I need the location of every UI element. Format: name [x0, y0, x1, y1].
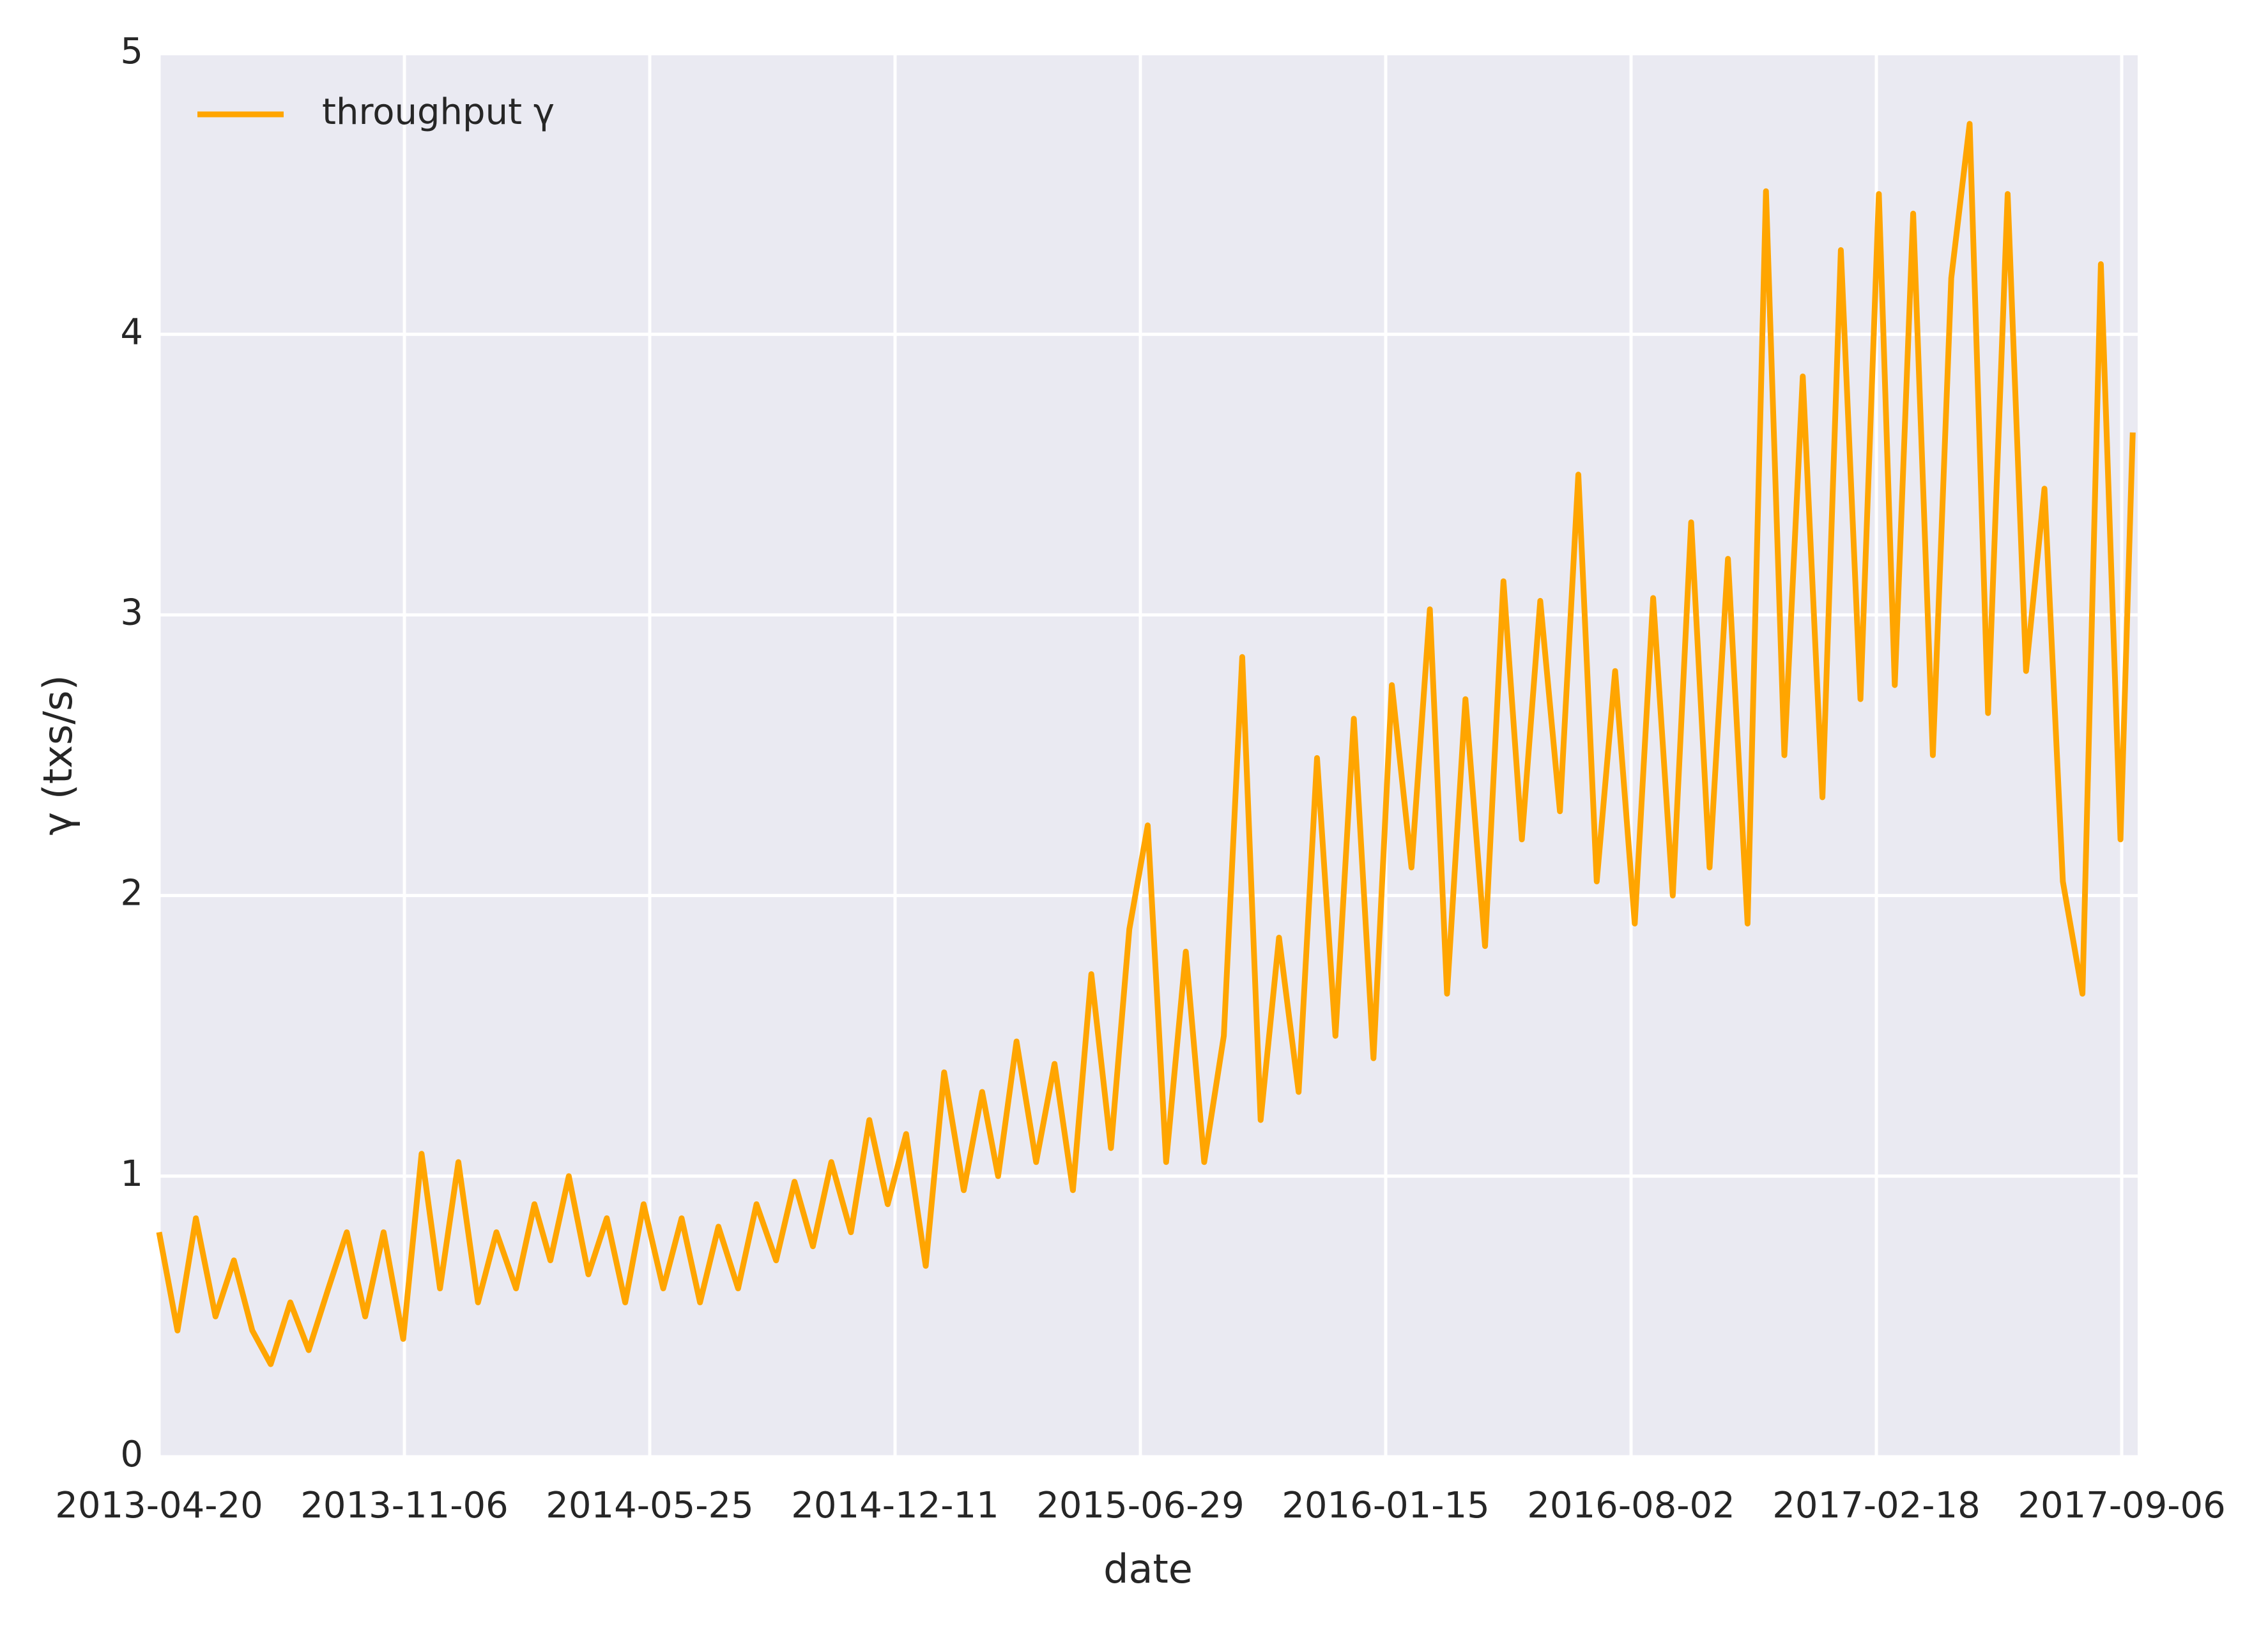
legend-label: throughput γ — [322, 91, 555, 133]
x-tick-label: 2014-12-11 — [791, 1485, 999, 1526]
x-tick-label: 2017-09-06 — [2018, 1485, 2225, 1526]
y-tick-label: 3 — [120, 592, 143, 634]
x-tick-label: 2016-01-15 — [1282, 1485, 1489, 1526]
x-tick-label: 2016-08-02 — [1527, 1485, 1735, 1526]
x-tick-label: 2017-02-18 — [1772, 1485, 1980, 1526]
y-tick-label: 4 — [120, 311, 143, 353]
x-tick-label: 2013-04-20 — [55, 1485, 263, 1526]
y-axis-label: γ (txs/s) — [34, 675, 81, 835]
data-line — [156, 121, 2136, 1367]
x-tick-label: 2015-06-29 — [1036, 1485, 1244, 1526]
x-tick-label: 2013-11-06 — [300, 1485, 508, 1526]
y-tick-label: 0 — [120, 1434, 143, 1475]
y-tick-label: 5 — [120, 31, 143, 72]
y-tick-label: 2 — [120, 873, 143, 914]
x-axis-label: date — [1103, 1546, 1193, 1592]
plot-area — [159, 54, 2138, 1457]
x-tick-label: 2014-05-25 — [546, 1485, 753, 1526]
y-tick-label: 1 — [120, 1153, 143, 1195]
